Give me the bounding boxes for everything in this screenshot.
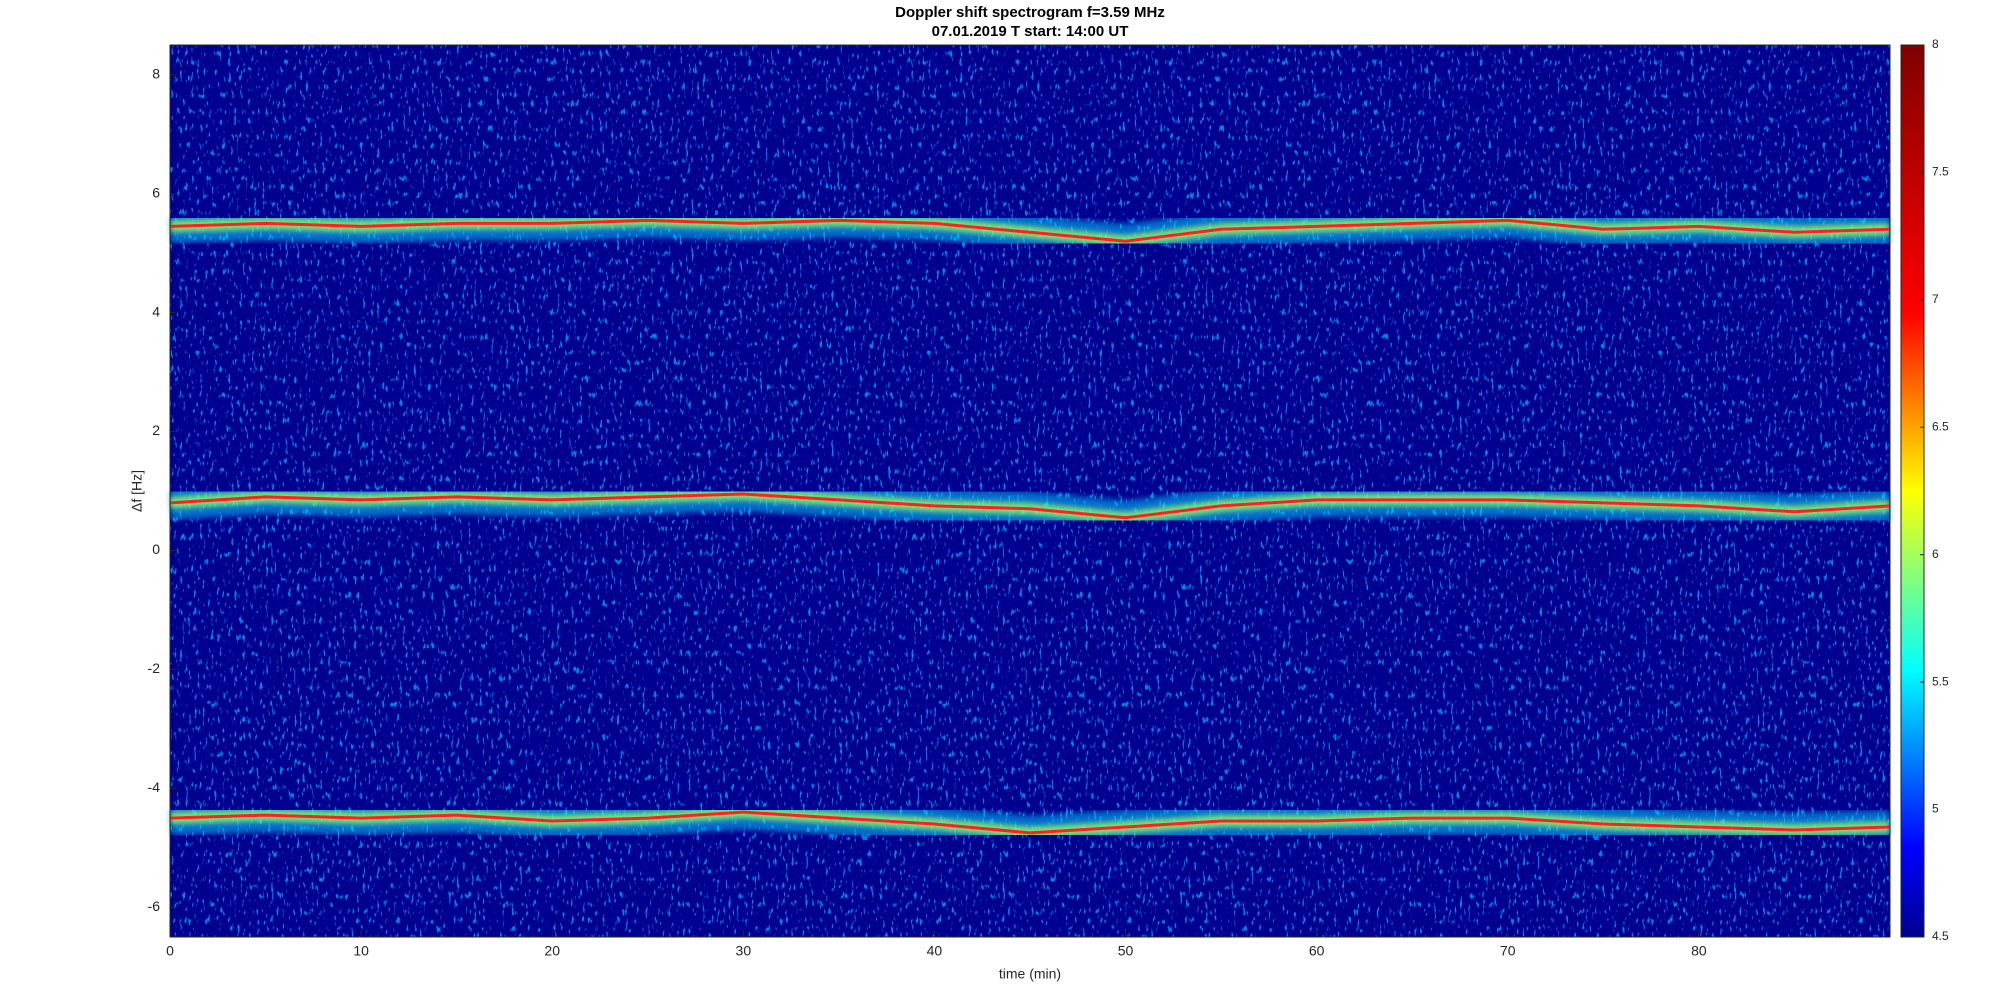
y-tick-label: -6 [148, 898, 161, 914]
y-tick-label: -4 [148, 779, 161, 795]
colorbar-tick-label: 5.5 [1932, 674, 1949, 688]
x-tick-label: 70 [1500, 943, 1516, 959]
colorbar-tick-label: 6.5 [1932, 419, 1949, 433]
colorbar-tick-label: 7.5 [1932, 165, 1949, 179]
colorbar-tick-label: 4.5 [1932, 929, 1949, 943]
y-tick-label: 8 [152, 65, 160, 81]
trace-line [169, 810, 1891, 835]
x-tick-label: 40 [927, 943, 943, 959]
colorbar [1900, 44, 1925, 938]
colorbar-tick-label: 8 [1932, 37, 1939, 51]
colorbar-tick-label: 6 [1932, 547, 1939, 561]
trace-line [169, 218, 1891, 243]
y-axis-label: Δf [Hz] [129, 470, 145, 512]
x-tick-label: 20 [544, 943, 560, 959]
plot-frame [169, 44, 1891, 938]
y-tick-label: 2 [152, 422, 160, 438]
x-tick-label: 30 [736, 943, 752, 959]
trace-line [169, 492, 1891, 520]
y-tick-label: 4 [152, 303, 160, 319]
x-tick-label: 10 [353, 943, 369, 959]
y-tick-label: -2 [148, 660, 161, 676]
colorbar-tick-label: 7 [1932, 292, 1939, 306]
chart-subtitle: 07.01.2019 T start: 14:00 UT [932, 23, 1129, 40]
y-tick-label: 6 [152, 184, 160, 200]
x-tick-label: 60 [1309, 943, 1325, 959]
x-tick-label: 80 [1691, 943, 1707, 959]
y-tick-label: 0 [152, 541, 160, 557]
x-tick-label: 50 [1118, 943, 1134, 959]
colorbar-tick-label: 5 [1932, 802, 1939, 816]
x-axis-label: time (min) [999, 966, 1061, 982]
x-tick-label: 0 [166, 943, 174, 959]
chart-title: Doppler shift spectrogram f=3.59 MHz [895, 4, 1165, 21]
